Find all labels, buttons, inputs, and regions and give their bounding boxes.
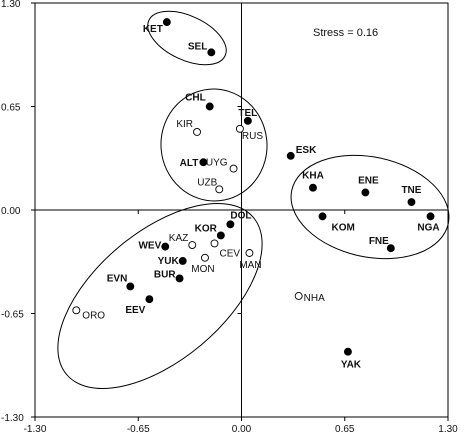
- x-tick-label: 1.30: [438, 424, 458, 435]
- point-uyg: [229, 164, 238, 173]
- ellipse-turkic: [160, 88, 268, 202]
- point-label-tel: TEL: [238, 108, 257, 119]
- point-label-sel: SEL: [188, 41, 207, 52]
- point-label-man: MAN: [239, 260, 261, 271]
- point-yak: [343, 347, 352, 356]
- point-label-yuk: YUK: [158, 256, 180, 267]
- point-label-cev: CEV: [219, 248, 240, 259]
- point-label-oro: ORO: [82, 310, 105, 321]
- point-label-uyg: UYG: [206, 158, 228, 169]
- tick-labels: -1.30 -0.65 0.00 0.65 1.30 1.30 0.65 0.00 -0.65 -…: [1, 0, 458, 435]
- point-cev: [210, 239, 219, 248]
- point-label-kor: KOR: [195, 223, 218, 234]
- ellipse-ket-sel: [147, 10, 227, 66]
- point-uzb: [215, 185, 224, 194]
- point-chl: [205, 102, 214, 111]
- point-label-alt: ALT: [180, 158, 199, 169]
- y-tick-label: 0.00: [1, 206, 21, 217]
- point-man: [245, 249, 254, 257]
- point-labels: KET SEL CHL TEL ALT ESK KHA ENE TNE KOM NGA FNE DOL K…: [82, 24, 439, 371]
- stress-annotation: Stress = 0.16: [313, 27, 378, 39]
- point-label-wev: WEV: [138, 241, 161, 252]
- point-ket: [162, 18, 171, 27]
- point-tne: [407, 198, 416, 206]
- point-label-dol: DOL: [230, 210, 251, 221]
- point-alt: [199, 158, 208, 167]
- point-label-ene: ENE: [358, 175, 379, 186]
- x-tick-label: -1.30: [24, 424, 47, 435]
- point-label-kha: KHA: [302, 171, 324, 182]
- point-mon: [201, 253, 209, 262]
- point-nha: [294, 292, 303, 300]
- point-label-bur: BUR: [154, 269, 176, 280]
- point-label-ket: KET: [143, 24, 163, 35]
- point-label-eev: EEV: [125, 305, 145, 316]
- x-tick-label: -0.65: [127, 424, 150, 435]
- point-ene: [361, 188, 370, 197]
- point-dol: [226, 220, 235, 229]
- point-esk: [286, 151, 295, 160]
- point-rus: [235, 124, 244, 133]
- point-evn: [126, 282, 135, 291]
- point-kor: [216, 231, 225, 240]
- y-tick-label: 1.30: [1, 0, 21, 10]
- point-bur: [175, 274, 184, 283]
- point-tel: [243, 116, 252, 125]
- x-tick-label: 0.65: [335, 424, 355, 435]
- point-kir: [193, 128, 201, 136]
- ellipse-samoyed: [290, 154, 450, 260]
- point-kom: [318, 212, 327, 221]
- point-label-chl: CHL: [185, 93, 206, 104]
- point-label-uzb: UZB: [197, 177, 217, 188]
- point-fne: [386, 244, 395, 253]
- point-yuk: [178, 257, 187, 265]
- y-tick-label: 0.65: [1, 103, 21, 114]
- point-label-tne: TNE: [401, 185, 421, 196]
- point-sel: [207, 48, 216, 57]
- point-wev: [161, 242, 170, 251]
- point-kaz: [188, 241, 197, 249]
- point-label-esk: ESK: [296, 145, 317, 156]
- point-label-evn: EVN: [107, 273, 128, 284]
- point-label-kaz: KAZ: [169, 233, 188, 244]
- y-tick-label: -0.65: [1, 310, 24, 321]
- point-label-rus: RUS: [242, 131, 263, 142]
- point-label-nha: NHA: [304, 293, 325, 304]
- point-label-mon: MON: [191, 264, 214, 275]
- point-label-nga: NGA: [417, 222, 439, 233]
- point-eev: [145, 295, 154, 304]
- point-oro: [72, 306, 81, 315]
- point-kha: [309, 183, 317, 192]
- point-label-kom: KOM: [332, 222, 355, 233]
- x-tick-label: 0.00: [232, 424, 252, 435]
- point-label-kir: KIR: [176, 119, 193, 130]
- ellipse-tungusic: [57, 203, 263, 389]
- cluster-ellipses: [57, 10, 450, 389]
- data-points: [72, 18, 435, 356]
- point-label-yak: YAK: [341, 360, 362, 371]
- point-label-fne: FNE: [369, 236, 389, 247]
- point-nga: [426, 212, 435, 221]
- y-tick-label: -1.30: [1, 413, 24, 424]
